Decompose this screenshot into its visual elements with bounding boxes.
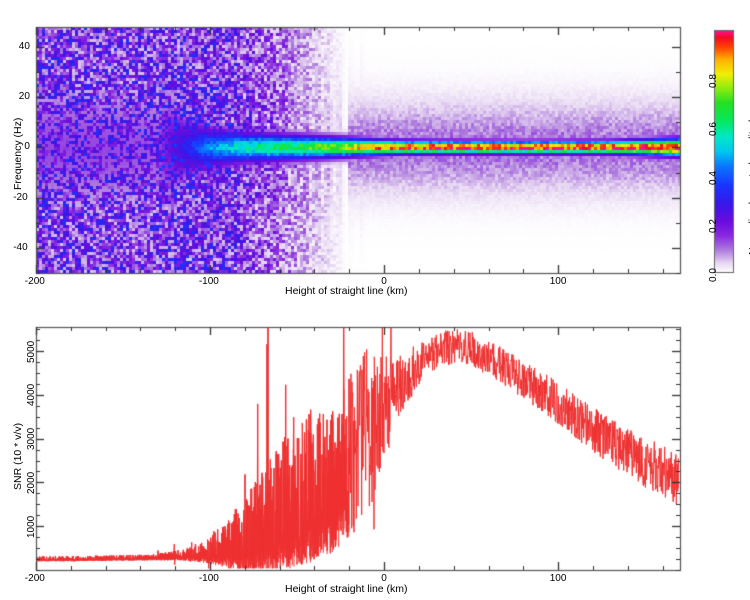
snr-xtick--100: -100 (198, 573, 219, 584)
snr-xtick-0: 0 (381, 573, 387, 584)
snr-xtick-100: 100 (549, 573, 567, 584)
snr-y-axis-label: SNR (10 * v/v) (12, 422, 24, 490)
colorbar-tick-0.2: 0.2 (708, 219, 719, 234)
snr-ytick-1000: 1000 (26, 515, 37, 538)
spectrogram-xtick--100: -100 (198, 276, 219, 287)
spectrogram-xtick-0: 0 (381, 276, 387, 287)
colorbar-tick-0.0: 0.0 (708, 268, 719, 282)
snr-xtick--200: -200 (24, 573, 45, 584)
spectrogram-ytick--20: -20 (13, 191, 28, 203)
snr-ytick-5000: 5000 (26, 340, 37, 363)
spectrogram-y-axis-label: Frequency (Hz) (12, 117, 24, 190)
colorbar-tick-0.6: 0.6 (708, 122, 719, 137)
spectrogram-ytick-0: 0 (24, 141, 30, 153)
spectrogram-ytick-40: 40 (18, 41, 30, 53)
snr-ytick-3000: 3000 (26, 427, 37, 451)
snr-x-axis-label: Height of straight line (km) (285, 583, 408, 595)
spectrogram-x-axis-label: Height of straight line (km) (285, 285, 408, 297)
colorbar-tick-0.8: 0.8 (708, 73, 719, 88)
spectrogram-xtick-100: 100 (549, 276, 567, 287)
spectrogram-xtick--200: -200 (24, 276, 45, 287)
spectrogram-ytick--40: -40 (13, 241, 28, 253)
snr-ytick-2000: 2000 (26, 471, 37, 495)
colorbar-tick-0.4: 0.4 (708, 170, 719, 185)
spectrogram-ytick-20: 20 (18, 91, 30, 103)
snr-ytick-4000: 4000 (26, 384, 37, 407)
